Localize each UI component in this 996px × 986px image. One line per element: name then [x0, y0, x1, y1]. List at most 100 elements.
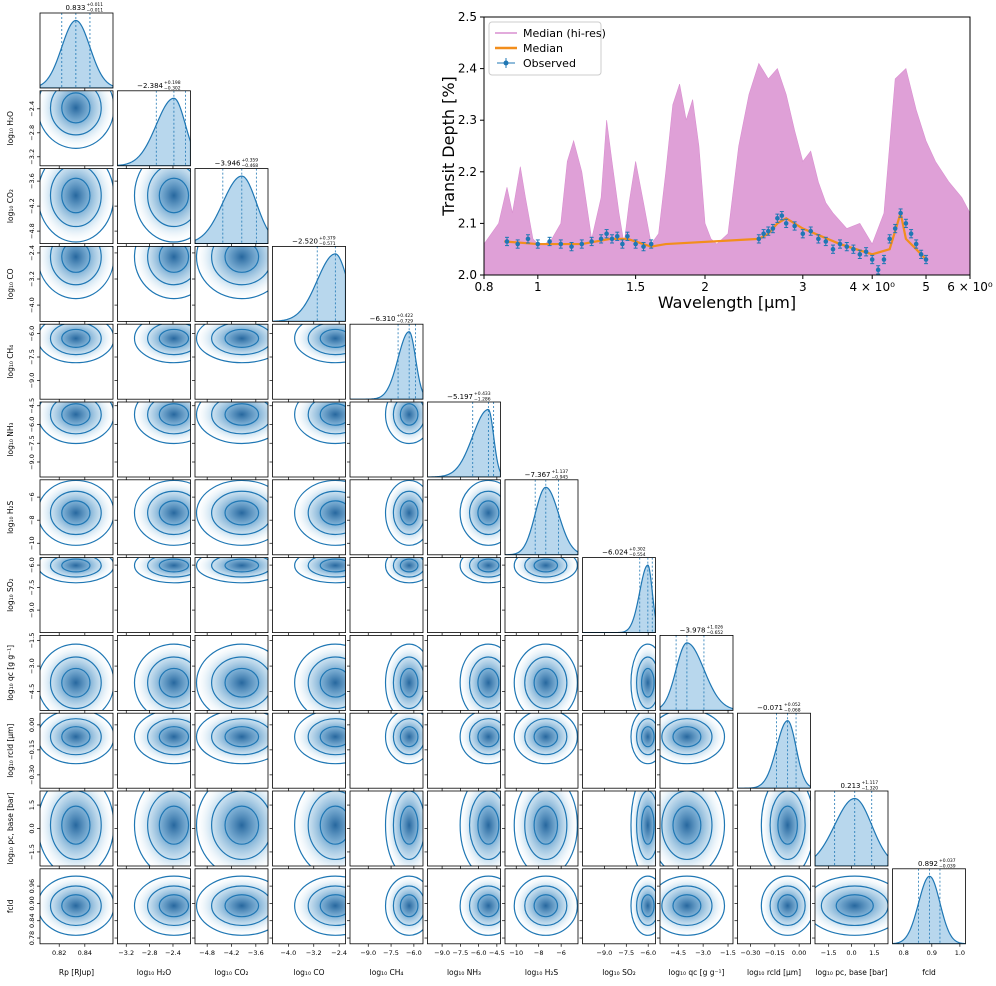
- y-tick-label: 0.0: [28, 823, 36, 833]
- panel-content: [195, 791, 268, 866]
- panel-frame: [427, 712, 501, 789]
- density-2d: [40, 875, 113, 937]
- contour: [641, 726, 655, 748]
- contour: [533, 726, 559, 748]
- panel: [194, 168, 269, 247]
- param-title-plus: +0.011: [87, 2, 104, 8]
- contour: [399, 403, 419, 426]
- panel: −9.0 −7.5 −6.0: [579, 868, 656, 957]
- contour: [661, 885, 713, 927]
- observed-point: [869, 257, 875, 262]
- contour: [524, 557, 568, 578]
- contour: [49, 885, 102, 927]
- panel-frame: [272, 868, 346, 945]
- contour: [769, 791, 806, 861]
- y-tick-label: 0.84: [28, 913, 36, 927]
- y-tick-label: −4.0: [28, 297, 36, 313]
- panel: [114, 323, 191, 403]
- panel-content: [384, 479, 423, 547]
- observed-point: [830, 246, 836, 252]
- panel-frame: [39, 401, 114, 478]
- x-axis-label: log₁₀ NH₃: [447, 968, 481, 977]
- density-2d: [459, 642, 501, 711]
- x-tick-label: 0.8: [899, 949, 909, 957]
- density-2d: [459, 791, 501, 866]
- density-2d: [630, 875, 656, 937]
- panel-content: [293, 402, 346, 445]
- x-tick-label: −4.5: [670, 949, 686, 957]
- marginal-density: [505, 486, 578, 555]
- panel-content: [293, 642, 346, 711]
- panel-frame: [504, 868, 579, 945]
- density-2d: [513, 642, 578, 711]
- density-2d: [630, 642, 656, 711]
- y-tick-label: −7.5: [28, 435, 36, 451]
- marginal-density: [195, 175, 268, 244]
- panel-frame: [737, 712, 811, 789]
- panel: [734, 790, 811, 869]
- contour: [477, 558, 500, 573]
- contour: [195, 643, 268, 711]
- density-2d: [293, 642, 346, 711]
- param-title: −6.024: [602, 549, 628, 557]
- panel-content: [40, 13, 113, 88]
- contour: [158, 894, 190, 918]
- x-axis-label: log₁₀ H₂O: [137, 968, 171, 977]
- y-axis-label: log₁₀ SO₂: [6, 578, 15, 612]
- contour: [524, 718, 568, 756]
- contour: [392, 557, 423, 578]
- panel: [117, 90, 191, 169]
- contour: [133, 246, 191, 300]
- contour: [384, 402, 423, 445]
- panel-content: [815, 875, 888, 937]
- panel-frame: [39, 868, 114, 945]
- x-axis-label: fcld: [922, 968, 936, 977]
- density-2d: [293, 479, 346, 547]
- panel-content: [459, 557, 501, 584]
- panel: [192, 323, 269, 403]
- y-tick-label: −7.5: [28, 580, 36, 596]
- param-title-plus: +0.302: [629, 547, 646, 553]
- observed-point: [887, 236, 892, 242]
- contour: [513, 713, 578, 765]
- contour: [224, 403, 260, 426]
- panel: [114, 712, 191, 792]
- panel-content: [40, 713, 113, 765]
- observed-point: [898, 210, 903, 216]
- param-title: 0.892: [918, 860, 938, 868]
- contour: [40, 246, 113, 300]
- panel: [347, 635, 424, 714]
- observed-point: [620, 241, 625, 247]
- panel: [657, 712, 734, 792]
- param-title-plus: +0.422: [397, 313, 414, 319]
- contour: [224, 246, 260, 273]
- contour: [195, 875, 268, 936]
- panel: −0.30 −0.15 0.00: [734, 868, 811, 957]
- contour: [40, 643, 113, 711]
- panel: [114, 401, 191, 480]
- panel: [192, 557, 269, 636]
- y-axis-label: log₁₀ NH₃: [6, 422, 15, 456]
- panel: [579, 635, 656, 714]
- x-tick-label: −4.8: [199, 949, 215, 957]
- panel: [114, 245, 191, 325]
- panel-content: [40, 875, 113, 937]
- contour: [384, 713, 423, 765]
- observed-point: [515, 241, 521, 247]
- panel-content: [513, 557, 578, 584]
- contour: [133, 713, 191, 765]
- panel-content: [815, 791, 888, 866]
- y-tick-label: −2.4: [28, 245, 36, 261]
- panel-content: [195, 324, 268, 364]
- contour: [224, 805, 260, 845]
- panel-frame: [272, 479, 346, 556]
- x-tick-label: −8: [534, 949, 544, 957]
- panel-frame: [349, 635, 424, 711]
- panel-content: [293, 324, 346, 364]
- contour: [40, 168, 113, 243]
- contour: [147, 656, 191, 710]
- density-2d: [293, 713, 346, 765]
- panel: [424, 557, 501, 636]
- panel-content: [293, 713, 346, 765]
- density-2d: [513, 875, 578, 937]
